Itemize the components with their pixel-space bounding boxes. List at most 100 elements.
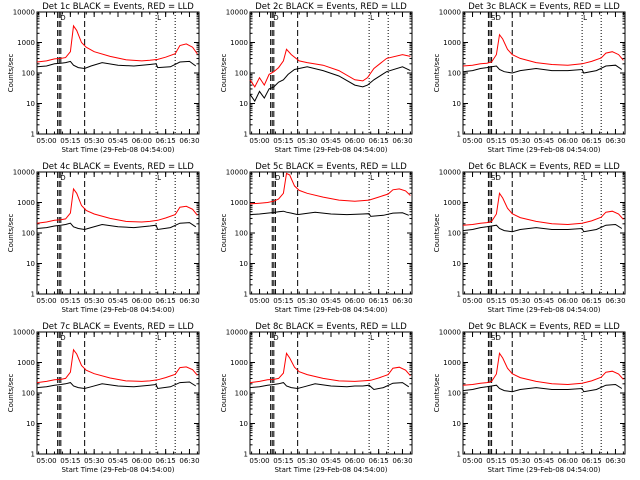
x-tick-label: 05:15 <box>486 297 506 305</box>
y-tick-label: 1000 <box>230 359 248 367</box>
x-tick-label: 05:30 <box>297 457 317 465</box>
y-tick-label: 100 <box>448 390 461 398</box>
y-tick-label: 1000 <box>17 359 35 367</box>
y-tick-label: 1 <box>31 131 35 139</box>
x-tick-label: 05:15 <box>273 297 293 305</box>
flag-label: L <box>370 174 374 182</box>
x-tick-label: 05:15 <box>60 297 80 305</box>
chart-panel-5: Det 5c BLACK = Events, RED = LLD 1 10 100 10… <box>220 162 413 314</box>
chart-title: Det 3c BLACK = Events, RED = LLD <box>468 2 620 12</box>
y-tick-label: 100 <box>235 70 248 78</box>
y-tick-label: 10 <box>452 100 461 108</box>
chart-title: Det 8c BLACK = Events, RED = LLD <box>255 322 407 332</box>
y-tick-label: 10 <box>239 260 248 268</box>
x-tick-label: 05:45 <box>108 297 128 305</box>
series-line-lld <box>249 48 411 88</box>
series-line-events <box>36 381 197 390</box>
y-axis-label: Counts/sec <box>220 374 228 413</box>
series-line-lld <box>36 24 198 63</box>
y-tick-label: 1 <box>244 131 248 139</box>
chart-panel-4: Det 4c BLACK = Events, RED = LLD 1 10 100 10… <box>7 162 200 314</box>
y-tick-label: 1000 <box>443 199 461 207</box>
x-tick-label: 05:00 <box>249 297 269 305</box>
x-tick-label: 06:15 <box>369 297 389 305</box>
x-axis-label: Start Time (29-Feb-08 04:54:00) <box>274 466 387 474</box>
x-tick-label: 06:00 <box>345 137 365 145</box>
x-tick-label: 05:00 <box>249 457 269 465</box>
y-tick-label: 1 <box>457 131 461 139</box>
series-line-events <box>249 66 411 103</box>
x-tick-label: 06:30 <box>392 297 412 305</box>
x-tick-label: 05:00 <box>36 297 56 305</box>
y-axis-label: Counts/sec <box>7 54 15 93</box>
y-tick-label: 100 <box>448 70 461 78</box>
y-tick-label: 1 <box>244 451 248 459</box>
x-tick-label: 05:15 <box>486 457 506 465</box>
y-tick-label: 1000 <box>17 199 35 207</box>
y-axis-label: Counts/sec <box>7 374 15 413</box>
x-tick-label: 06:15 <box>582 137 602 145</box>
x-tick-label: 05:45 <box>534 457 554 465</box>
x-tick-label: 06:30 <box>179 457 199 465</box>
series-line-lld <box>249 172 411 205</box>
x-tick-label: 05:15 <box>60 137 80 145</box>
x-tick-label: 06:30 <box>392 137 412 145</box>
flag-label: L <box>157 174 161 182</box>
series-line-lld <box>462 33 624 67</box>
chart-title: Det 7c BLACK = Events, RED = LLD <box>42 322 194 332</box>
y-tick-label: 1000 <box>443 359 461 367</box>
x-tick-label: 05:00 <box>36 457 56 465</box>
y-axis-label: Counts/sec <box>220 54 228 93</box>
y-tick-label: 10 <box>452 420 461 428</box>
chart-title: Det 6c BLACK = Events, RED = LLD <box>468 162 620 172</box>
x-axis-label: Start Time (29-Feb-08 04:54:00) <box>61 306 174 314</box>
x-tick-label: 05:15 <box>60 457 80 465</box>
series-line-lld <box>36 348 198 384</box>
y-tick-label: 10000 <box>13 9 35 17</box>
y-tick-label: 10000 <box>439 169 461 177</box>
x-tick-label: 05:45 <box>534 297 554 305</box>
chart-panel-9: Det 9c BLACK = Events, RED = LLD 1 10 100 10… <box>433 322 626 474</box>
x-tick-label: 06:00 <box>132 457 152 465</box>
series-line-lld <box>462 351 624 386</box>
x-tick-label: 06:00 <box>345 457 365 465</box>
series-line-events <box>462 383 623 393</box>
flag-label: D <box>60 174 65 182</box>
y-tick-label: 100 <box>235 230 248 238</box>
x-tick-label: 05:30 <box>510 457 530 465</box>
x-tick-label: 05:30 <box>510 297 530 305</box>
flag-label: L <box>157 334 161 342</box>
y-tick-label: 10 <box>452 260 461 268</box>
x-tick-label: 06:30 <box>179 297 199 305</box>
chart-panel-3: Det 3c BLACK = Events, RED = LLD 1 10 100 10… <box>433 2 626 154</box>
x-tick-label: 06:30 <box>605 297 625 305</box>
y-tick-label: 1000 <box>17 39 35 47</box>
y-tick-label: 10 <box>239 420 248 428</box>
y-tick-label: 1 <box>244 291 248 299</box>
x-tick-label: 05:45 <box>108 457 128 465</box>
x-tick-label: 06:30 <box>605 457 625 465</box>
x-tick-label: 06:30 <box>605 137 625 145</box>
x-axis-label: Start Time (29-Feb-08 04:54:00) <box>487 306 600 314</box>
x-tick-label: 06:00 <box>132 137 152 145</box>
x-tick-label: 05:00 <box>462 137 482 145</box>
y-tick-label: 10000 <box>13 169 35 177</box>
flag-label: D <box>275 174 280 182</box>
x-tick-label: 06:15 <box>156 137 176 145</box>
y-tick-label: 10000 <box>226 9 248 17</box>
flag-label: L <box>370 334 374 342</box>
flag-label: L <box>157 14 161 22</box>
chart-panel-7: Det 7c BLACK = Events, RED = LLD 1 10 100 10… <box>7 322 200 474</box>
x-tick-label: 06:00 <box>558 297 578 305</box>
x-tick-label: 06:00 <box>558 457 578 465</box>
y-tick-label: 10000 <box>439 9 461 17</box>
x-axis-label: Start Time (29-Feb-08 04:54:00) <box>487 146 600 154</box>
y-tick-label: 1 <box>457 451 461 459</box>
x-tick-label: 05:00 <box>462 457 482 465</box>
x-tick-label: 06:00 <box>132 297 152 305</box>
x-tick-label: 05:45 <box>534 137 554 145</box>
y-tick-label: 1 <box>31 451 35 459</box>
y-axis-label: Counts/sec <box>433 374 441 413</box>
x-axis-label: Start Time (29-Feb-08 04:54:00) <box>274 146 387 154</box>
x-tick-label: 06:15 <box>369 137 389 145</box>
